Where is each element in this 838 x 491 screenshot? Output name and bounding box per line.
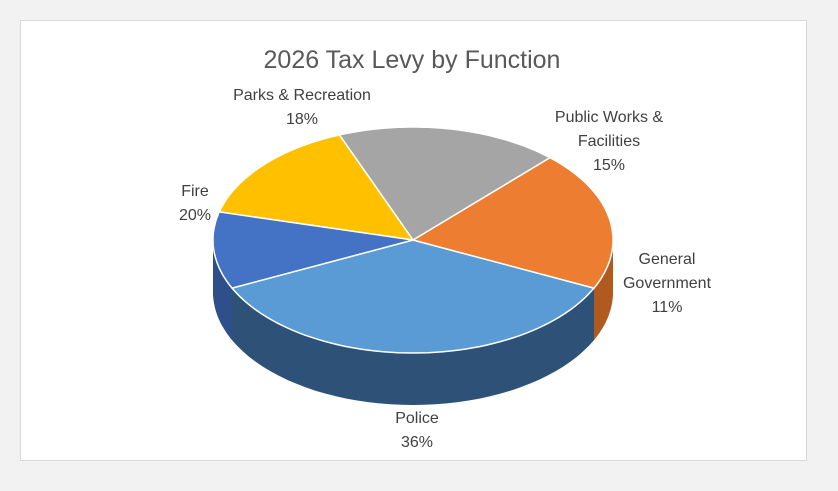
slice-fire: [412, 156, 614, 289]
pie-top: [212, 126, 614, 354]
slice-name-police: Police: [395, 410, 439, 427]
slice-pct-parks: 18%: [285, 111, 319, 128]
slice-public-works: [218, 134, 414, 241]
slice-side-police: [232, 288, 594, 405]
slice-label-parks: Parks & Recreation 18%: [222, 84, 382, 132]
slice-pct-fire: 20%: [178, 207, 212, 224]
slice-pct-police: 36%: [400, 434, 434, 451]
slice-pct-public-works: 15%: [592, 157, 626, 174]
slice-name-public-works-line2: Facilities: [577, 133, 641, 150]
slice-name-general-government-line1: General: [638, 251, 696, 268]
slice-pct-general-government: 11%: [651, 299, 683, 316]
slice-label-public-works: Public Works & Facilities 15%: [544, 106, 674, 178]
slice-label-police: Police 36%: [372, 407, 462, 455]
slice-parks: [338, 126, 551, 241]
slice-name-general-government-line2: Government: [622, 275, 712, 292]
slice-name-public-works-line1: Public Works &: [554, 109, 664, 126]
slice-label-general-government: General Government 11%: [612, 248, 722, 320]
slice-police: [231, 239, 595, 354]
slice-label-fire: Fire 20%: [165, 180, 225, 228]
chart-title: 2026 Tax Levy by Function: [263, 46, 561, 74]
slice-general-government: [212, 211, 414, 289]
slice-name-parks: Parks & Recreation: [233, 87, 371, 104]
slice-name-fire: Fire: [181, 183, 209, 200]
